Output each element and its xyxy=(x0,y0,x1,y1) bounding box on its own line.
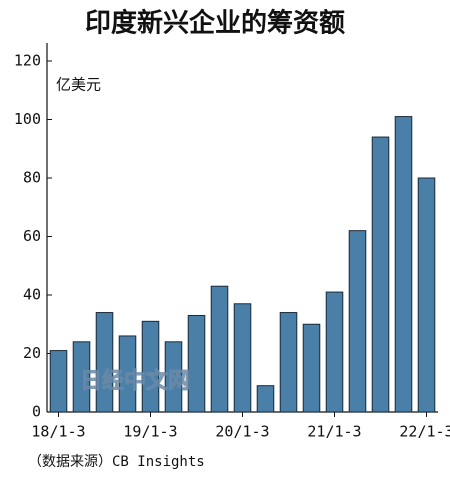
y-tick-label: 80 xyxy=(23,169,41,187)
x-tick-label: 20/1-3 xyxy=(215,423,269,441)
bar xyxy=(325,291,344,413)
bar xyxy=(394,116,413,413)
x-tick-label: 19/1-3 xyxy=(123,423,177,441)
x-tick-label: 18/1-3 xyxy=(31,423,85,441)
bar xyxy=(233,303,252,413)
y-tick-label: 120 xyxy=(14,52,41,70)
bar xyxy=(141,320,160,413)
bar xyxy=(49,350,68,413)
watermark: 日经中文网 xyxy=(80,368,190,394)
bar xyxy=(256,385,275,413)
bar xyxy=(210,285,229,413)
y-tick-label: 20 xyxy=(23,344,41,362)
bar xyxy=(72,341,91,413)
y-tick-label: 40 xyxy=(23,286,41,304)
source-note: （数据来源）CB Insights xyxy=(28,454,205,470)
y-tick-label: 60 xyxy=(23,227,41,245)
unit-label: 亿美元 xyxy=(56,76,101,94)
x-tick-label: 22/1-3 xyxy=(399,423,450,441)
bar xyxy=(187,314,206,413)
bar xyxy=(371,136,390,413)
bar xyxy=(164,341,183,413)
bar xyxy=(95,312,114,413)
y-tick-label: 100 xyxy=(14,110,41,128)
y-tick-label: 0 xyxy=(32,403,41,421)
x-tick-label: 21/1-3 xyxy=(307,423,361,441)
bar xyxy=(417,177,436,413)
bar xyxy=(279,312,298,413)
bar xyxy=(118,335,137,413)
bar xyxy=(348,230,367,413)
bar xyxy=(302,323,321,413)
chart-title: 印度新兴企业的筹资额 xyxy=(85,8,345,39)
